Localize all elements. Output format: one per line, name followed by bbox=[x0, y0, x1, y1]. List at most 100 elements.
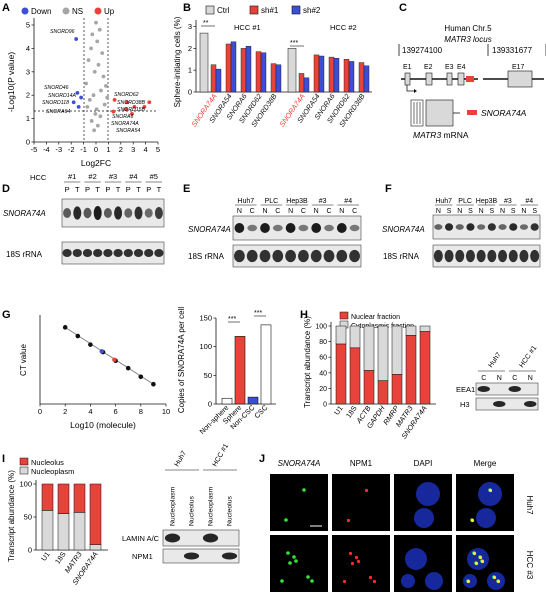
exon-label-e3: E3 bbox=[445, 64, 454, 71]
volcano-y-tick-label: 2 bbox=[26, 91, 30, 100]
mrna-label: MATR3 mRNA bbox=[413, 130, 469, 140]
d-band-target bbox=[103, 208, 112, 218]
volcano-point-ns bbox=[104, 83, 108, 88]
d-bands bbox=[62, 206, 164, 257]
blot-lane-label: S bbox=[490, 208, 495, 215]
gene-label-up-0: SNORD62 bbox=[114, 92, 139, 98]
i-blot-band-npm1 bbox=[183, 552, 200, 560]
volcano-point-ns bbox=[92, 69, 97, 74]
b-bar-sh2 bbox=[318, 55, 325, 93]
j-red-signal bbox=[368, 575, 373, 580]
h-y-ticks: 0 20 40 60 80 100 bbox=[315, 324, 331, 409]
i-bars bbox=[41, 483, 102, 551]
blot-band-reference bbox=[310, 249, 322, 263]
volcano-point-up bbox=[147, 100, 152, 105]
panel-c: C Human Chr.5 MATR3 locus 139274100 1393… bbox=[398, 2, 546, 140]
i-bar-nucleolus bbox=[89, 483, 102, 545]
volcano-x-tick-label: -3 bbox=[55, 145, 62, 154]
g-x-tick-label: 8 bbox=[139, 407, 143, 416]
blot-band-target bbox=[444, 223, 454, 231]
h-x-label: U1 bbox=[332, 404, 345, 417]
legend-ctrl-swatch bbox=[205, 5, 215, 15]
j-red-signal bbox=[470, 518, 475, 523]
d-lane-label: P bbox=[85, 185, 90, 194]
legend-snora74a-swatch bbox=[467, 110, 477, 115]
panel-e: E Huh7 PLC Hep3B #3 #4N C N C N C N C N C SNORA74A 18… bbox=[183, 183, 362, 268]
h-blot-row-h3: H3 bbox=[460, 400, 470, 409]
f-row-label-18s: 18S rRNA bbox=[383, 252, 420, 261]
j-nucleus bbox=[416, 482, 440, 506]
i-bar-nucleolus bbox=[41, 483, 54, 511]
volcano-point-up bbox=[123, 107, 128, 112]
gene-label-up-1: SNORD38B bbox=[117, 100, 146, 106]
i-legend-nucleolus-swatch bbox=[19, 457, 29, 466]
volcano-point-ns bbox=[91, 93, 96, 98]
h-y-tick-label: 20 bbox=[319, 386, 327, 393]
i-blot-line-label: Huh7 bbox=[174, 450, 188, 468]
d-band-18s bbox=[113, 249, 123, 257]
h-bar-nuclear bbox=[349, 347, 361, 405]
j-green-signal bbox=[294, 559, 298, 563]
panel-i: I Nucleolus Nucleoplasm 0 50 100 U1 18SMATR… bbox=[2, 443, 240, 587]
blot-line-label: Hep3B bbox=[476, 198, 498, 205]
i-blot-lane-label: Nucleoplasm bbox=[208, 486, 215, 526]
i-blot-band-lamin bbox=[202, 533, 219, 543]
i-y-tick-label: 100 bbox=[19, 480, 32, 489]
h-y-tick-label: 80 bbox=[319, 339, 327, 346]
j-red-signal bbox=[492, 575, 497, 580]
g2-sig-2: *** bbox=[254, 310, 262, 317]
volcano-point-ns bbox=[95, 123, 100, 128]
exon-label-e4: E4 bbox=[457, 64, 466, 71]
j-green-signal bbox=[280, 579, 284, 583]
blot-lane-label: N bbox=[288, 208, 293, 215]
locus-coord-left: 139274100 bbox=[402, 46, 443, 55]
panel-label-g: G bbox=[2, 309, 11, 321]
panel-label-i: I bbox=[2, 453, 5, 465]
j-red-signal bbox=[364, 488, 369, 493]
j-tile bbox=[270, 474, 328, 531]
h-blot-lane-label: N bbox=[528, 375, 533, 382]
b-bar-sh1 bbox=[313, 54, 320, 93]
volcano-point-up bbox=[125, 100, 129, 105]
b-bar-sh2 bbox=[333, 57, 340, 93]
b-y-tick-label: 1 bbox=[188, 66, 192, 75]
legend-up-label: Up bbox=[104, 7, 115, 16]
d-row-label-target: SNORA74A bbox=[3, 209, 46, 218]
blot-lane-label: N bbox=[237, 208, 242, 215]
panel-label-c: C bbox=[399, 2, 407, 14]
blot-band-target bbox=[455, 224, 464, 230]
i-legend-nucleoplasm-label: Nucleoplasm bbox=[31, 467, 74, 476]
blot-band-target bbox=[487, 223, 496, 231]
blot-band-target bbox=[349, 224, 360, 232]
blot-band-target bbox=[466, 223, 475, 231]
g-x-label: Log10 (molecule) bbox=[70, 420, 136, 430]
g2-bars bbox=[221, 324, 272, 405]
h-y-label: Transcript abundance (%) bbox=[303, 316, 312, 408]
volcano-y-tick-label: 3 bbox=[26, 67, 30, 76]
blot-band-reference bbox=[272, 249, 284, 263]
j-micrograph-tiles bbox=[270, 474, 514, 592]
d-band-18s bbox=[82, 249, 93, 257]
volcano-x-tick-label: 2 bbox=[119, 145, 123, 154]
b-bar-ctrl bbox=[287, 48, 297, 93]
blot-lane-label: C bbox=[301, 208, 306, 215]
panel-label-b: B bbox=[183, 2, 191, 14]
g-standard-point bbox=[75, 333, 81, 339]
b-sig-1: ** bbox=[203, 20, 209, 27]
i-blot-line-label: HCC #1 bbox=[212, 443, 231, 468]
volcano-point-ns bbox=[94, 107, 99, 112]
b-bar-sh1 bbox=[298, 73, 305, 93]
d-band-target bbox=[83, 207, 92, 219]
i-blot-bands bbox=[164, 533, 238, 560]
exon-e17 bbox=[507, 70, 533, 88]
blot-band-target bbox=[498, 224, 507, 230]
i-bar-nucleoplasm bbox=[89, 544, 102, 551]
e-row-label-18s: 18S rRNA bbox=[188, 252, 225, 261]
blot-line-label: PLC bbox=[458, 198, 472, 205]
h-y-tick-label: 0 bbox=[323, 402, 327, 409]
i-y-ticks: 0 50 100 bbox=[19, 480, 36, 555]
h-bar-cytoplasmic bbox=[419, 325, 431, 332]
i-blot-band-npm1 bbox=[221, 552, 238, 560]
volcano-x-tick-label: -2 bbox=[68, 145, 75, 154]
